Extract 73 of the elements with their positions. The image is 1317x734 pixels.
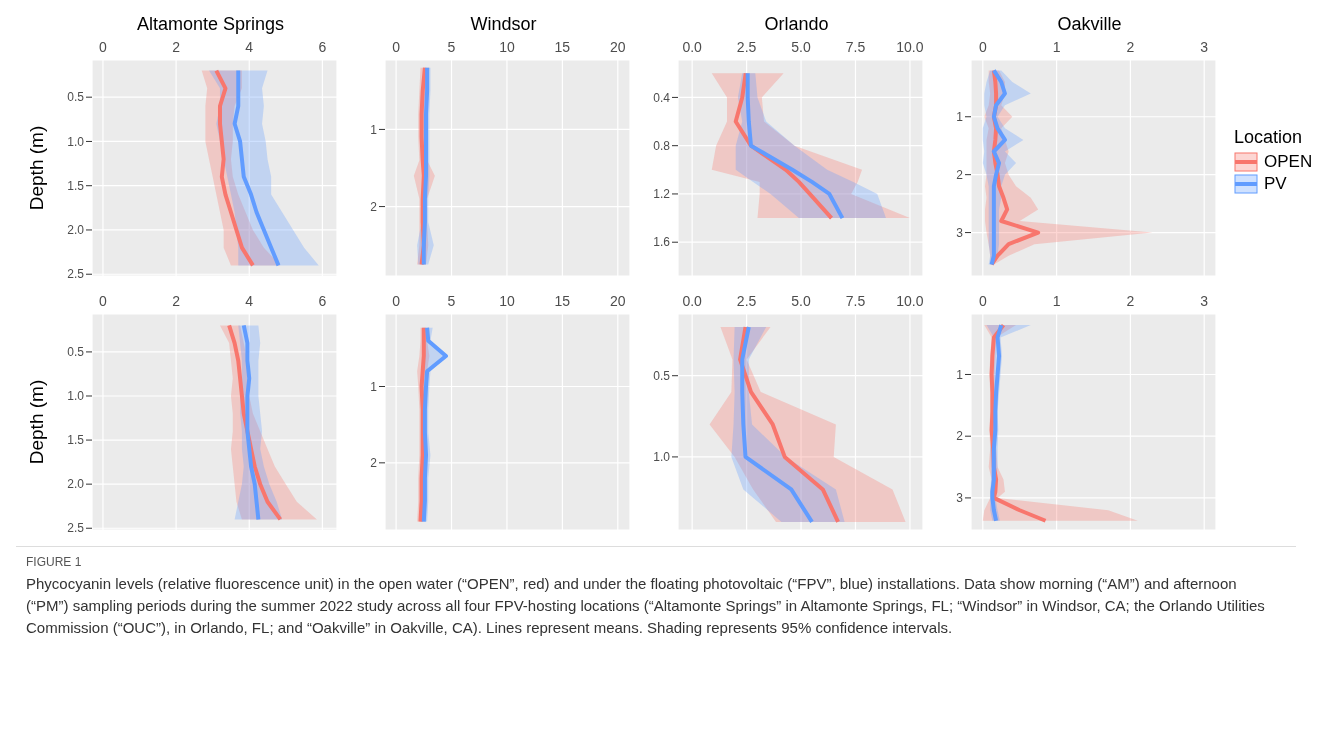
y-tick-label: 2 [956,167,964,182]
y-tick-label: 1 [956,110,964,125]
x-tick-label: 15 [554,39,571,55]
x-tick-label: 1 [1052,39,1061,55]
y-tick-label: 1 [956,367,964,382]
y-tick-label: 2 [956,429,964,444]
x-tick-label: 6 [318,293,327,309]
x-tick-label: 4 [245,293,254,309]
y-tick-label: 0.5 [67,345,85,360]
x-tick-label: 0.0 [682,293,703,309]
x-tick-label: 20 [610,293,626,309]
x-tick-label: 0 [99,293,108,309]
y-axis-title: Depth (m) [25,125,47,211]
x-tick-label: 5 [447,39,456,55]
y-tick-label: 2 [370,199,378,214]
chart-title: Altamonte Springs [135,14,286,36]
x-tick-label: 1 [1052,293,1061,309]
x-tick-label: 0 [978,293,987,309]
x-tick-label: 4 [245,39,254,55]
x-tick-label: 20 [610,39,626,55]
chart-title: Orlando [763,14,830,36]
y-tick-label: 3 [956,491,964,506]
x-tick-label: 2 [1126,39,1135,55]
x-tick-label: 0 [978,39,987,55]
y-tick-label: 1.5 [67,433,85,448]
y-tick-label: 2.0 [67,223,85,238]
y-axis-title: Depth (m) [25,379,47,465]
legend-label: PV [1263,173,1288,194]
x-tick-label: 10 [499,39,515,55]
y-tick-label: 1 [370,122,378,137]
x-tick-label: 2 [172,39,181,55]
legend-label: OPEN [1263,151,1314,172]
y-tick-label: 1.0 [67,389,85,404]
y-tick-label: 2 [370,456,378,471]
x-tick-label: 3 [1200,39,1209,55]
y-tick-label: 0.4 [653,90,671,105]
x-tick-label: 2 [1126,293,1135,309]
y-tick-label: 0.8 [653,138,671,153]
y-tick-label: 0.5 [653,368,671,383]
x-tick-label: 2 [172,293,181,309]
y-tick-label: 1.5 [67,178,85,193]
x-tick-label: 2.5 [736,39,757,55]
legend-title: Location [1234,126,1304,148]
x-tick-label: 5.0 [791,39,811,55]
x-tick-label: 5 [447,293,456,309]
x-tick-label: 10.0 [896,39,924,55]
y-tick-label: 1.2 [653,187,671,202]
x-tick-label: 10 [499,293,515,309]
x-tick-label: 0 [392,39,401,55]
x-tick-label: 7.5 [845,293,866,309]
x-tick-label: 0 [392,293,401,309]
chart-title: Oakville [1056,14,1123,36]
x-tick-label: 3 [1200,293,1209,309]
y-tick-label: 2.5 [67,267,85,282]
text: Phycocyanin levels (relative fluorescence unit) in the open water (“OPEN”, red) and under the floating photovoltaic (“FPV”, blue) installations. Data show morning (“AM”) and afternoon (“PM”) sampling periods during the summer 2022 study across all four FPV-hosting locations (“Altamonte Springs” in Altamonte Springs, FL; “Windsor” in Windsor, CA; the Orlando Utilities Commission (“OUC”), in Orlando, FL; and “Oakville” in Oakville, CA). Lines represent means. Shading represents 95% confidence intervals. [26,574,1266,638]
x-tick-label: 15 [554,293,571,309]
y-tick-label: 2.0 [67,477,85,492]
x-tick-label: 10.0 [896,293,924,309]
x-tick-label: 6 [318,39,327,55]
chart-title: Windsor [469,14,538,36]
y-tick-label: 1.0 [67,134,85,149]
y-tick-label: 2.5 [67,521,85,536]
y-tick-label: 3 [956,225,964,240]
y-tick-label: 0.5 [67,90,85,105]
x-tick-label: 2.5 [736,293,757,309]
x-tick-label: 5.0 [791,293,811,309]
y-tick-label: 1 [370,379,378,394]
y-tick-label: 1.6 [653,235,671,250]
x-tick-label: 0 [99,39,108,55]
y-tick-label: 1.0 [653,450,671,465]
caption: FIGURE 1 [26,555,83,569]
x-tick-label: 0.0 [682,39,703,55]
x-tick-label: 7.5 [845,39,866,55]
